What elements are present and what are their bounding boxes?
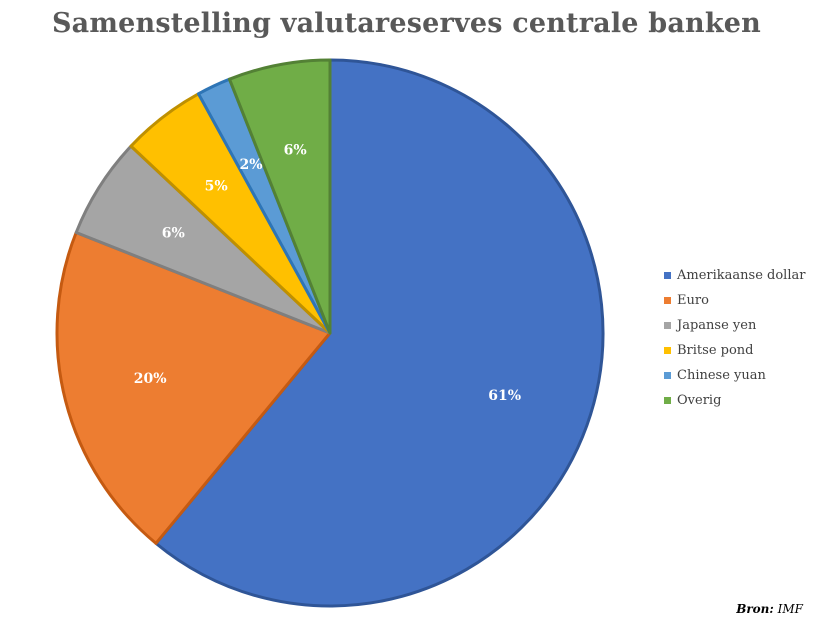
legend-swatch bbox=[664, 322, 671, 329]
source-value: IMF bbox=[777, 602, 803, 616]
legend-label: Euro bbox=[677, 293, 709, 308]
legend-item-chinese-yuan: Chinese yuan bbox=[664, 363, 805, 388]
legend-item-amerikaanse-dollar: Amerikaanse dollar bbox=[664, 263, 805, 288]
legend: Amerikaanse dollar Euro Japanse yen Brit… bbox=[664, 263, 805, 413]
data-label-amerikaanse-dollar: 61% bbox=[488, 388, 521, 404]
legend-label: Japanse yen bbox=[677, 318, 757, 333]
data-label-chinese-yuan: 2% bbox=[239, 157, 262, 173]
legend-item-japanse-yen: Japanse yen bbox=[664, 313, 805, 338]
legend-swatch bbox=[664, 297, 671, 304]
legend-swatch bbox=[664, 372, 671, 379]
data-label-japanse-yen: 6% bbox=[162, 226, 185, 242]
data-label-euro: 20% bbox=[134, 371, 167, 387]
pie-slice-overig bbox=[228, 58, 332, 335]
source-label: Bron: bbox=[736, 602, 774, 616]
legend-swatch bbox=[664, 347, 671, 354]
source-note: Bron: IMF bbox=[736, 602, 803, 616]
legend-swatch bbox=[664, 397, 671, 404]
legend-item-euro: Euro bbox=[664, 288, 805, 313]
data-label-overig: 6% bbox=[284, 143, 307, 159]
legend-label: Amerikaanse dollar bbox=[677, 268, 806, 283]
legend-label: Chinese yuan bbox=[677, 368, 766, 383]
legend-swatch bbox=[664, 272, 671, 279]
legend-item-overig: Overig bbox=[664, 388, 805, 413]
legend-item-britse-pond: Britse pond bbox=[664, 338, 805, 363]
legend-label: Britse pond bbox=[677, 343, 754, 358]
data-label-britse-pond: 5% bbox=[205, 178, 228, 194]
chart-title: Samenstelling valutareserves centrale ba… bbox=[51, 8, 761, 39]
legend-label: Overig bbox=[677, 393, 722, 408]
pie-slice-amerikaanse-dollar bbox=[154, 58, 605, 608]
pie-slice-euro bbox=[55, 231, 332, 545]
